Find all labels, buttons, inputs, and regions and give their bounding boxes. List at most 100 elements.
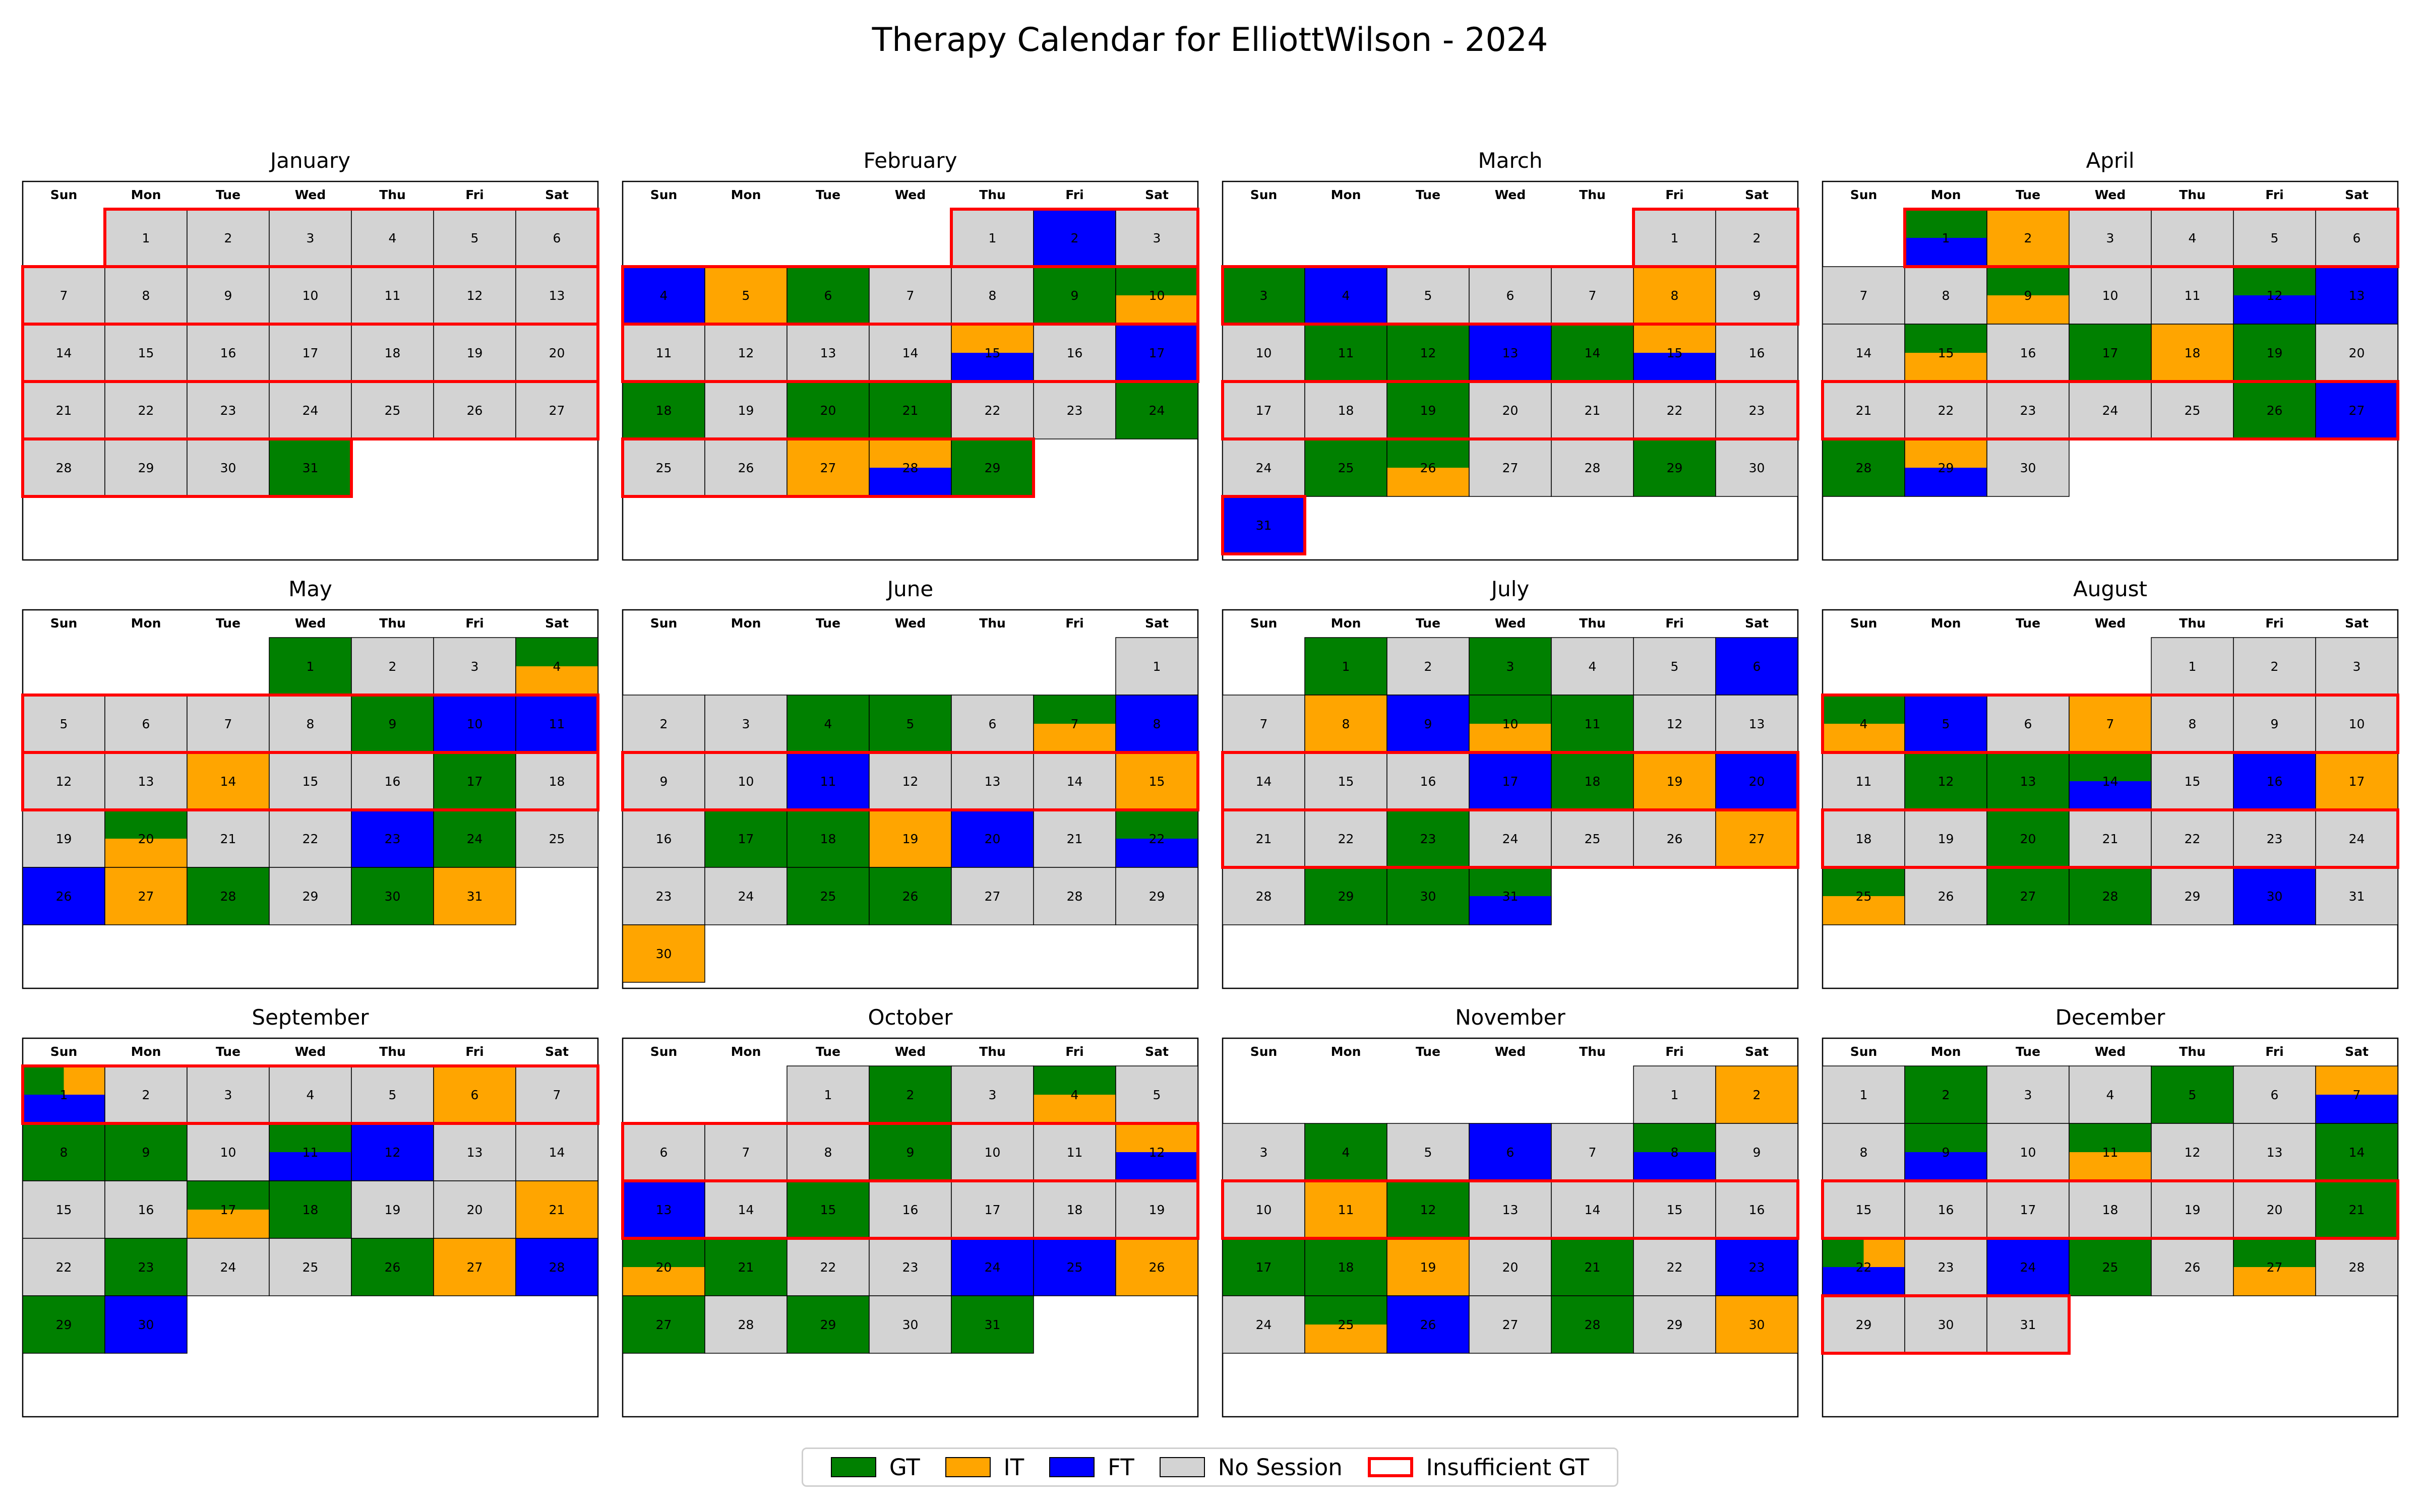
day-number: 11 (2102, 1145, 2119, 1160)
day-number: 16 (385, 774, 401, 789)
day-fill (951, 209, 1034, 267)
day-number: 19 (467, 346, 483, 360)
day-cell: 10 (1115, 266, 1198, 325)
day-number: 31 (302, 461, 319, 475)
day-fill-part (1987, 209, 2069, 267)
day-number: 27 (467, 1260, 483, 1275)
day-fill (1387, 1123, 1469, 1181)
day-cell: 2 (187, 209, 270, 267)
day-cell: 23 (622, 867, 705, 925)
day-cell: 8 (269, 695, 352, 753)
weekday-label: Sat (545, 187, 569, 202)
day-fill-part (1034, 267, 1116, 324)
day-cell: 11 (269, 1123, 352, 1181)
day-fill-part (1116, 752, 1198, 810)
day-cell: 21 (1033, 809, 1116, 868)
day-cell: 28 (515, 1238, 598, 1296)
day-fill (2233, 695, 2316, 752)
day-fill-part (1905, 468, 1987, 496)
weekday-label: Sat (545, 1044, 569, 1059)
day-cell: 21 (515, 1180, 598, 1239)
day-number: 5 (2189, 1088, 2197, 1102)
day-cell: 31 (1222, 496, 1305, 554)
day-fill-part (187, 752, 269, 810)
day-number: 9 (2271, 717, 2279, 731)
day-cell: 28 (1551, 1295, 1634, 1354)
day-number: 18 (2102, 1203, 2119, 1217)
day-number: 25 (820, 889, 836, 904)
day-number: 8 (989, 288, 997, 303)
day-cell: 26 (2233, 381, 2316, 439)
day-fill-part (187, 867, 269, 925)
day-fill (1987, 382, 2069, 439)
day-fill (1034, 867, 1116, 925)
day-cell: 14 (187, 752, 270, 810)
weekday-label: Sat (2345, 616, 2369, 631)
day-cell: 7 (2069, 695, 2152, 753)
day-fill-part (705, 810, 787, 867)
day-cell: 23 (2233, 809, 2316, 868)
day-cell: 14 (869, 324, 952, 382)
day-fill-part (1116, 1123, 1198, 1152)
day-cell: 8 (1633, 266, 1716, 325)
day-number: 18 (385, 346, 401, 360)
weekday-label: Sun (650, 187, 678, 202)
day-fill (1905, 1296, 1987, 1353)
day-cell: 21 (1822, 381, 1905, 439)
insufficient-gt-outline (1221, 808, 1799, 869)
day-cell: 17 (2315, 752, 2398, 810)
day-cell: 21 (22, 381, 105, 439)
weekday-label: Sun (1250, 1044, 1278, 1059)
day-number: 13 (2349, 288, 2365, 303)
day-cell: 17 (187, 1180, 270, 1239)
day-fill (2069, 1066, 2151, 1123)
day-fill-part (2316, 1066, 2398, 1095)
day-number: 8 (2189, 717, 2197, 731)
day-cell: 12 (22, 752, 105, 810)
day-fill-part (1223, 496, 1305, 554)
day-fill-part (1634, 353, 1716, 382)
day-cell: 21 (1551, 381, 1634, 439)
day-cell: 9 (187, 266, 270, 325)
day-cell: 26 (22, 867, 105, 925)
day-cell: 20 (2315, 324, 2398, 382)
day-border (622, 924, 705, 983)
day-number: 8 (307, 717, 315, 731)
day-cell: 22 (951, 381, 1034, 439)
day-cell: 9 (1715, 266, 1798, 325)
day-number: 28 (902, 461, 919, 475)
day-cell: 23 (104, 1238, 188, 1296)
day-fill (1034, 1123, 1116, 1181)
day-fill (105, 1066, 187, 1123)
day-number: 7 (1071, 717, 1079, 731)
day-border (1715, 1295, 1798, 1354)
day-cell: 18 (2151, 324, 2234, 382)
day-fill-part (1634, 324, 1716, 353)
weekday-label: Fri (2265, 616, 2283, 631)
day-fill-part (1863, 1238, 1905, 1267)
day-border (951, 1295, 1034, 1354)
day-number: 15 (1667, 346, 1683, 360)
day-fill (623, 324, 705, 382)
day-number: 9 (1071, 288, 1079, 303)
day-cell: 3 (2069, 209, 2152, 267)
day-fill (869, 267, 951, 324)
day-cell: 6 (515, 209, 598, 267)
day-fill (1116, 1066, 1198, 1123)
day-number: 28 (1585, 461, 1601, 475)
day-fill-part (705, 1238, 787, 1296)
day-fill (351, 267, 434, 324)
day-fill (516, 1123, 598, 1181)
day-cell: 15 (1304, 752, 1387, 810)
day-fill (269, 382, 351, 439)
day-number: 1 (60, 1088, 68, 1102)
day-fill (1823, 1181, 1905, 1238)
day-fill-part (269, 638, 351, 695)
day-fill-part (1305, 695, 1387, 752)
day-fill-part (2233, 1238, 2316, 1267)
legend-label: FT (1108, 1454, 1134, 1481)
legend-item: FT (1049, 1454, 1134, 1481)
day-fill (2151, 382, 2233, 439)
day-fill-part (1223, 1238, 1305, 1296)
